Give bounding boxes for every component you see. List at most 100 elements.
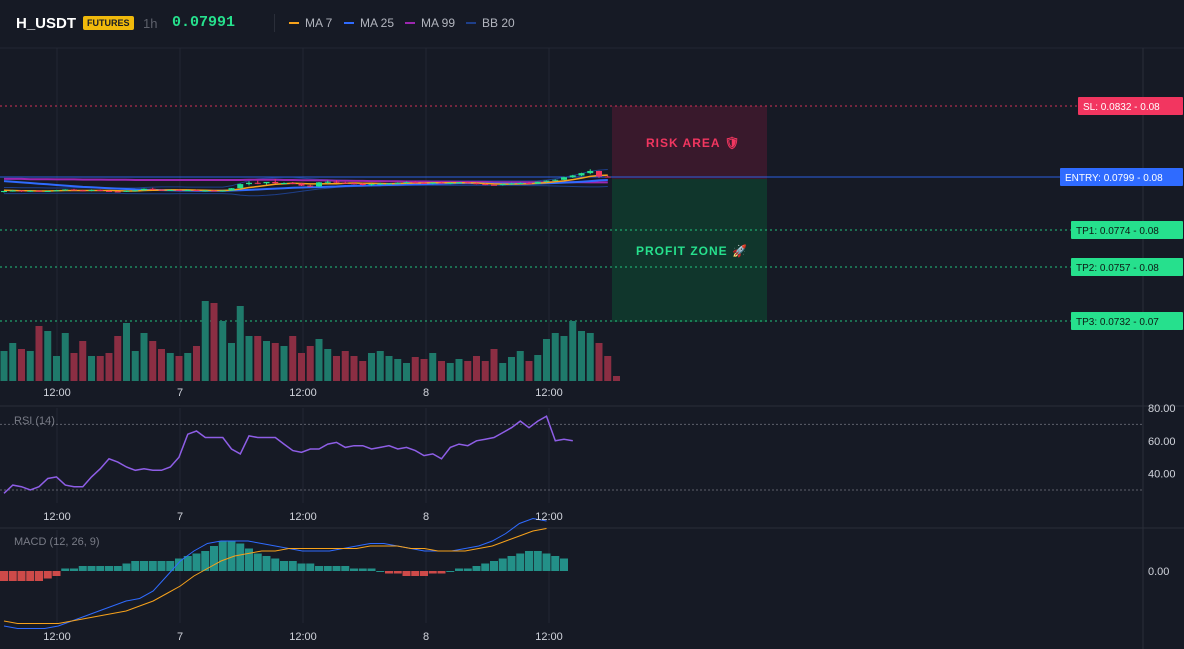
volume-bar bbox=[455, 359, 463, 381]
candle-body bbox=[281, 183, 287, 185]
candle-body bbox=[106, 190, 112, 192]
volume-bar bbox=[604, 356, 612, 381]
candle-body bbox=[53, 190, 60, 192]
candle-body bbox=[333, 181, 340, 183]
macd-histogram-bar bbox=[201, 551, 210, 571]
ma99-swatch bbox=[405, 22, 415, 24]
rsi-y-tick: 40.00 bbox=[1148, 469, 1176, 481]
tp3-tag-text: TP3: 0.0732 - 0.07 bbox=[1076, 317, 1159, 328]
volume-bar bbox=[271, 343, 279, 381]
ma7-line bbox=[3, 174, 608, 192]
macd-histogram-bar bbox=[446, 571, 455, 572]
candle-body bbox=[289, 183, 296, 185]
x-tick-macd: 7 bbox=[177, 631, 183, 643]
volume-bar bbox=[403, 363, 410, 381]
rsi-pane bbox=[0, 415, 1143, 494]
volume-bar bbox=[481, 361, 489, 381]
macd-histogram-bar bbox=[507, 556, 516, 571]
candle-body bbox=[534, 181, 541, 184]
macd-histogram-bar bbox=[551, 556, 560, 571]
candle-body bbox=[464, 182, 471, 184]
volume-bar bbox=[534, 355, 542, 381]
volume-bar bbox=[0, 351, 8, 381]
macd-pane bbox=[0, 517, 568, 629]
candle-body bbox=[604, 176, 611, 178]
candle-body bbox=[114, 191, 121, 193]
macd-histogram-bar bbox=[481, 563, 490, 571]
candle-body bbox=[561, 177, 567, 180]
volume-bar bbox=[184, 353, 192, 381]
candle-body bbox=[254, 182, 261, 184]
rsi-y-tick: 80.00 bbox=[1148, 403, 1176, 415]
candle-body bbox=[447, 182, 454, 184]
symbol-title[interactable]: H_USDT bbox=[16, 15, 77, 32]
legend-ma7[interactable]: MA 7 bbox=[289, 16, 332, 30]
axes: 12:00 7 12:00 8 12:00 12:00 7 12:00 8 12:00 12:00 7… bbox=[43, 387, 1175, 643]
x-tick-rsi: 12:00 bbox=[535, 511, 563, 523]
macd-histogram-bar bbox=[35, 571, 43, 581]
macd-histogram-bar bbox=[306, 563, 315, 571]
macd-histogram-bar bbox=[17, 571, 26, 581]
bb-lower-line bbox=[4, 184, 608, 197]
candle-body bbox=[158, 189, 165, 191]
macd-histogram-bar bbox=[105, 566, 113, 571]
volume-bar bbox=[228, 343, 235, 381]
macd-histogram-bar bbox=[113, 566, 122, 571]
macd-histogram-bar bbox=[140, 561, 148, 571]
volume-bar bbox=[96, 356, 104, 381]
volume-bar bbox=[70, 353, 78, 381]
timeframe-label[interactable]: 1h bbox=[143, 16, 158, 31]
volume-bar bbox=[105, 353, 113, 381]
candle-body bbox=[132, 190, 139, 192]
macd-histogram-bar bbox=[402, 571, 411, 576]
macd-histogram-bar bbox=[472, 566, 481, 571]
macd-histogram-bar bbox=[52, 571, 61, 576]
candle-body bbox=[263, 181, 270, 184]
volume-bar bbox=[368, 353, 375, 381]
macd-histogram-bar bbox=[218, 541, 227, 571]
candle-body bbox=[141, 188, 147, 191]
candle-body bbox=[316, 182, 322, 187]
candle-body bbox=[368, 184, 375, 186]
volume-bar bbox=[350, 356, 358, 381]
candle-body bbox=[149, 188, 156, 190]
candle-body bbox=[569, 175, 576, 178]
volume-bar bbox=[236, 306, 244, 381]
candle-body bbox=[307, 185, 314, 187]
legend-ma25[interactable]: MA 25 bbox=[344, 16, 394, 30]
legend-ma99[interactable]: MA 99 bbox=[405, 16, 455, 30]
volume-bar bbox=[586, 333, 594, 381]
candle-body bbox=[386, 183, 392, 185]
volume-bar bbox=[306, 346, 314, 381]
macd-histogram-bar bbox=[148, 561, 157, 571]
profit-zone-label: PROFIT ZONE 🚀 bbox=[636, 244, 748, 258]
macd-histogram-bar bbox=[297, 563, 306, 571]
volume-bar bbox=[595, 343, 603, 381]
macd-histogram-bar bbox=[490, 561, 498, 571]
macd-histogram-bar bbox=[385, 571, 393, 574]
x-tick-macd: 12:00 bbox=[289, 631, 317, 643]
candle-body bbox=[44, 190, 51, 192]
macd-histogram-bar bbox=[61, 568, 70, 571]
volume-bar bbox=[341, 351, 349, 381]
candle-body bbox=[482, 184, 489, 186]
volume-bar bbox=[131, 351, 139, 381]
macd-histogram-bar bbox=[533, 551, 542, 571]
x-tick-main: 12:00 bbox=[535, 387, 563, 399]
volume-bar bbox=[149, 341, 157, 381]
tp1-tag bbox=[1071, 221, 1183, 239]
macd-histogram-bar bbox=[87, 566, 96, 571]
candle-body bbox=[176, 189, 182, 191]
macd-histogram-bar bbox=[498, 558, 507, 571]
candle-body bbox=[508, 183, 515, 185]
volume-bar bbox=[140, 333, 148, 381]
candle-body bbox=[211, 190, 217, 192]
candle-body bbox=[219, 190, 226, 192]
candle-body bbox=[246, 182, 252, 185]
candle-body bbox=[552, 179, 559, 181]
candle-body bbox=[456, 182, 462, 184]
legend-bb20[interactable]: BB 20 bbox=[466, 16, 515, 30]
candle-body bbox=[473, 183, 480, 185]
macd-histogram-bar bbox=[26, 571, 35, 581]
